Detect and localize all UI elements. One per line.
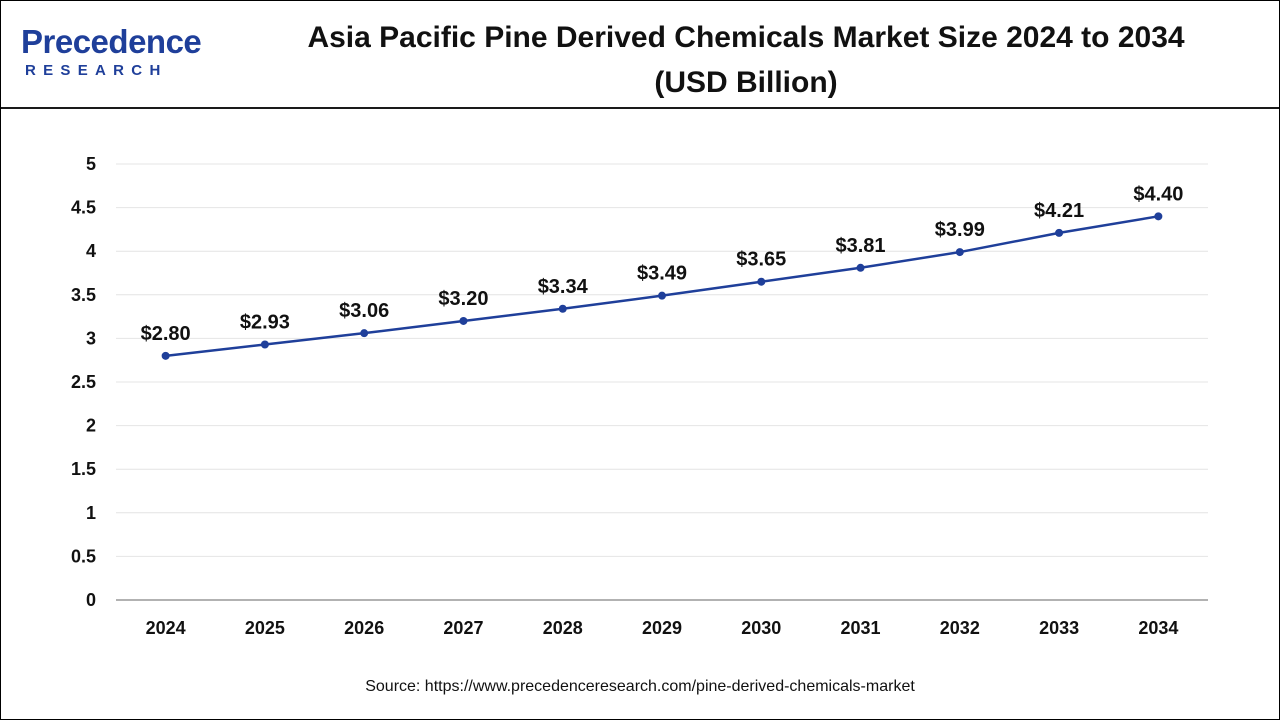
x-tick-label: 2025 (245, 618, 285, 638)
line-chart: 0 0.5 1 1.5 2 2.5 3 3.5 4 4.5 5 2024 2025 2026 2027 202… (71, 154, 1208, 638)
y-tick-label: 1.5 (71, 459, 96, 479)
x-tick-label: 2033 (1039, 618, 1079, 638)
data-label: $3.49 (637, 263, 687, 285)
y-tick-label: 2 (86, 416, 96, 436)
y-tick-label: 1 (86, 503, 96, 523)
data-label: $4.21 (1034, 200, 1084, 222)
y-tick-label: 0.5 (71, 546, 96, 566)
chart-title-line-2: (USD Billion) (654, 66, 838, 99)
y-tick-label: 4.5 (71, 198, 96, 218)
x-tick-label: 2031 (841, 618, 881, 638)
data-point (757, 277, 766, 286)
data-label: $3.81 (836, 235, 886, 257)
logo-wordmark: Precedence (21, 23, 202, 60)
x-tick-label: 2027 (443, 618, 483, 638)
y-tick-label: 5 (86, 154, 96, 174)
logo-subtitle: RESEARCH (25, 62, 168, 79)
chart-title-line-1: Asia Pacific Pine Derived Chemicals Mark… (307, 21, 1185, 54)
data-point (955, 248, 964, 257)
data-point (1154, 212, 1163, 221)
data-label: $3.34 (538, 276, 589, 298)
data-point (558, 304, 567, 313)
x-tick-label: 2029 (642, 618, 682, 638)
x-tick-label: 2032 (940, 618, 980, 638)
series-line (165, 215, 1159, 358)
header: Precedence RESEARCH Asia Pacific Pine De… (1, 1, 1279, 109)
data-point (658, 291, 666, 300)
data-label: $2.80 (141, 323, 191, 345)
data-point (459, 316, 468, 325)
data-label: $3.99 (935, 219, 985, 241)
data-label: $3.65 (736, 249, 786, 271)
source-note: Source: https://www.precedenceresearch.c… (365, 678, 915, 695)
y-tick-label: 3.5 (71, 285, 96, 305)
data-point (161, 351, 170, 360)
data-label: $3.20 (438, 288, 488, 310)
logo: Precedence RESEARCH (21, 25, 221, 85)
y-tick-label: 4 (86, 241, 96, 261)
x-tick-label: 2026 (344, 618, 384, 638)
data-label: $4.40 (1133, 183, 1183, 205)
y-tick-label: 2.5 (71, 372, 96, 392)
chart-title: Asia Pacific Pine Derived Chemicals Mark… (241, 15, 1251, 105)
data-label: $2.93 (240, 312, 290, 334)
data-point (360, 329, 369, 338)
x-tick-label: 2034 (1138, 618, 1178, 638)
data-point (856, 263, 865, 272)
x-tick-label: 2030 (741, 618, 781, 638)
data-point (260, 340, 269, 349)
data-point (1055, 228, 1064, 237)
y-tick-label: 0 (86, 590, 96, 610)
x-tick-label: 2028 (543, 618, 583, 638)
y-tick-label: 3 (86, 328, 96, 348)
x-tick-label: 2024 (146, 618, 186, 638)
data-label: $3.06 (339, 300, 389, 322)
